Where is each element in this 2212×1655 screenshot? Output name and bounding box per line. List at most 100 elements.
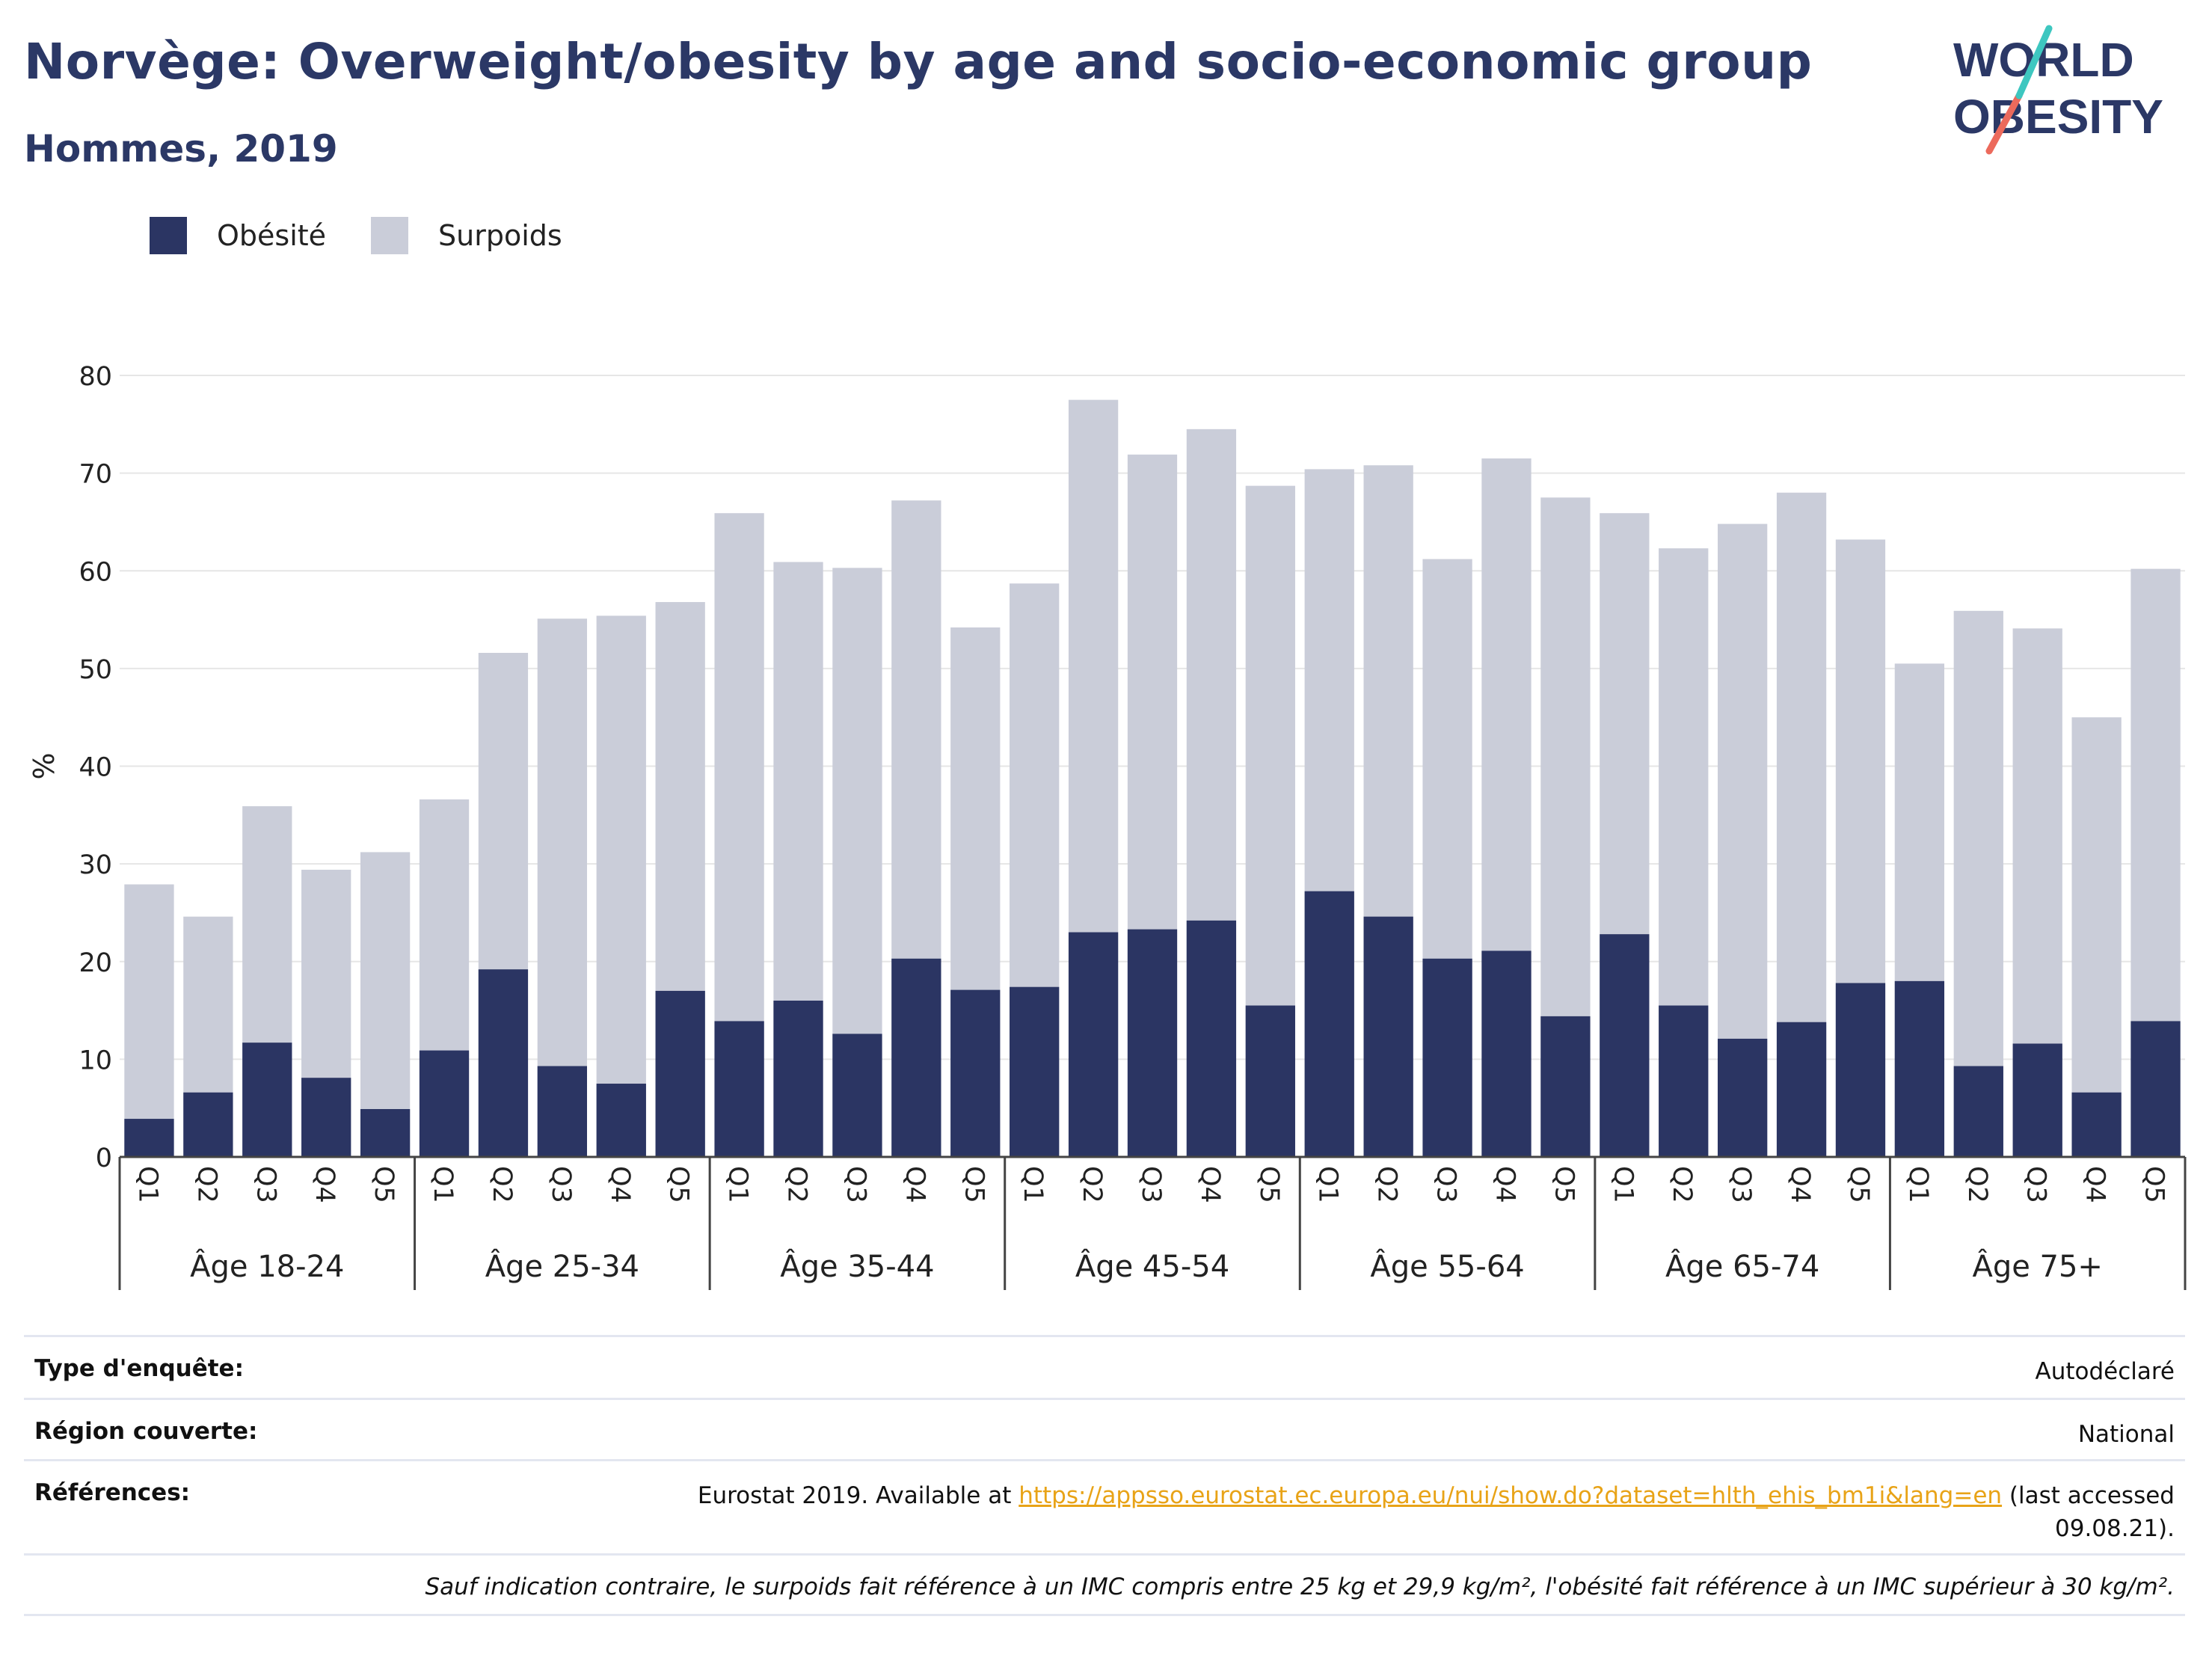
x-tick-label: Q3 xyxy=(251,1166,280,1203)
bar-obesity xyxy=(1304,891,1354,1157)
bar-obesity xyxy=(1835,983,1886,1157)
x-tick-label: Q4 xyxy=(605,1166,635,1203)
age-group-label: Âge 65-74 xyxy=(1665,1248,1819,1284)
legend-item-overweight: Surpoids xyxy=(371,217,562,254)
bar-obesity xyxy=(124,1119,174,1157)
bar-overweight xyxy=(2071,717,2122,1157)
x-tick-label: Q1 xyxy=(1903,1166,1933,1203)
meta-row-survey-type: Type d'enquête: Autodéclaré xyxy=(24,1335,2185,1398)
age-group-label: Âge 25-34 xyxy=(485,1248,639,1284)
x-tick-label: Q3 xyxy=(1431,1166,1461,1203)
bar-obesity xyxy=(1659,1005,1709,1157)
x-tick-label: Q2 xyxy=(1077,1166,1107,1203)
bar-obesity xyxy=(655,990,705,1157)
bar-obesity xyxy=(1422,958,1472,1157)
age-group-label: Âge 45-54 xyxy=(1075,1248,1229,1284)
x-tick-label: Q5 xyxy=(1549,1166,1579,1203)
y-tick-label: 40 xyxy=(79,753,112,783)
y-tick-label: 50 xyxy=(79,655,112,685)
x-tick-label: Q4 xyxy=(900,1166,930,1203)
x-tick-label: Q2 xyxy=(1962,1166,1992,1203)
x-tick-label: Q4 xyxy=(310,1166,340,1203)
y-tick-label: 10 xyxy=(79,1045,112,1075)
y-tick-label: 80 xyxy=(79,362,112,392)
legend-swatch-overweight xyxy=(371,217,409,254)
age-group-label: Âge 18-24 xyxy=(190,1248,344,1284)
legend-item-obesity: Obésité xyxy=(150,217,326,254)
meta-row-note: Sauf indication contraire, le surpoids f… xyxy=(24,1553,2185,1616)
x-tick-label: Q2 xyxy=(1667,1166,1697,1203)
age-group-label: Âge 55-64 xyxy=(1370,1248,1524,1284)
x-tick-label: Q5 xyxy=(369,1166,399,1203)
x-tick-label: Q2 xyxy=(191,1166,221,1203)
x-tick-label: Q1 xyxy=(1313,1166,1343,1203)
bar-obesity xyxy=(537,1066,588,1157)
bar-obesity xyxy=(1953,1066,2003,1157)
y-tick-label: 70 xyxy=(79,460,112,490)
y-tick-label: 20 xyxy=(79,948,112,978)
bar-obesity xyxy=(1245,1005,1295,1157)
x-tick-label: Q3 xyxy=(1136,1166,1166,1203)
page-subtitle: Hommes, 2019 xyxy=(24,127,338,171)
references-date: 09.08.21). xyxy=(2055,1515,2175,1542)
bmi-note: Sauf indication contraire, le surpoids f… xyxy=(425,1573,2175,1600)
x-tick-label: Q5 xyxy=(664,1166,694,1203)
y-tick-label: 60 xyxy=(79,557,112,587)
bar-obesity xyxy=(596,1084,646,1157)
bar-obesity xyxy=(1600,934,1650,1157)
x-tick-label: Q1 xyxy=(428,1166,458,1203)
bar-obesity xyxy=(301,1078,351,1157)
bar-obesity xyxy=(1481,951,1531,1157)
x-tick-label: Q4 xyxy=(1195,1166,1225,1203)
x-tick-label: Q2 xyxy=(782,1166,812,1203)
x-tick-label: Q5 xyxy=(1844,1166,1874,1203)
x-tick-label: Q1 xyxy=(723,1166,753,1203)
bar-obesity xyxy=(1717,1038,1768,1157)
legend-label-overweight: Surpoids xyxy=(438,219,562,252)
references-link[interactable]: https://appsso.eurostat.ec.europa.eu/nui… xyxy=(1019,1482,2003,1509)
bar-obesity xyxy=(950,989,1001,1157)
survey-type-value: Autodéclaré xyxy=(2035,1358,2175,1385)
bar-obesity xyxy=(478,969,529,1157)
legend-swatch-obesity xyxy=(150,217,187,254)
bar-obesity xyxy=(832,1034,882,1157)
legend-label-obesity: Obésité xyxy=(217,219,327,252)
region-label: Région couverte: xyxy=(34,1418,258,1445)
x-tick-label: Q4 xyxy=(1785,1166,1815,1203)
bar-overweight xyxy=(360,852,411,1157)
stacked-bar-chart: 0 10 20 30 40 50 60 70 80% Q1 Q2 Q3 Q4 Q5 Âge 18-24 Q1 Q… xyxy=(28,362,2187,1290)
bar-obesity xyxy=(1540,1016,1591,1157)
bar-obesity xyxy=(419,1050,470,1157)
world-obesity-logo: WORLD OBESITY xyxy=(1953,25,2163,155)
logo-slash-teal xyxy=(2015,25,2053,99)
x-tick-label: Q3 xyxy=(546,1166,576,1203)
bar-obesity xyxy=(2012,1043,2062,1157)
metadata-table: Type d'enquête: Autodéclaré Région couve… xyxy=(24,1335,2185,1616)
x-tick-label: Q3 xyxy=(2021,1166,2051,1203)
age-group-label: Âge 35-44 xyxy=(780,1248,934,1284)
x-tick-label: Q5 xyxy=(959,1166,989,1203)
bar-obesity xyxy=(360,1108,411,1157)
bar-obesity xyxy=(1363,916,1413,1157)
logo-line2: OBESITY xyxy=(1953,90,2163,144)
bar-obesity xyxy=(1068,932,1119,1157)
chart-legend: Obésité Surpoids xyxy=(150,217,607,254)
page-title: Norvège: Overweight/obesity by age and s… xyxy=(24,33,1813,90)
y-tick-label: 0 xyxy=(96,1143,112,1173)
x-tick-label: Q2 xyxy=(487,1166,517,1203)
meta-row-region: Région couverte: National xyxy=(24,1398,2185,1459)
bar-obesity xyxy=(891,958,941,1157)
bar-obesity xyxy=(183,1092,233,1157)
bar-obesity xyxy=(1010,986,1060,1157)
references-suffix: (last accessed xyxy=(2002,1482,2175,1509)
references-label: Références: xyxy=(34,1479,191,1506)
age-group-label: Âge 75+ xyxy=(1972,1248,2103,1284)
bar-obesity xyxy=(1894,980,1945,1157)
bar-obesity xyxy=(242,1043,292,1157)
references-prefix: Eurostat 2019. Available at xyxy=(697,1482,1019,1509)
bar-overweight xyxy=(124,884,174,1157)
bar-obesity xyxy=(714,1021,764,1157)
y-axis-label: % xyxy=(28,752,61,779)
x-tick-label: Q3 xyxy=(841,1166,870,1203)
x-tick-label: Q4 xyxy=(1490,1166,1520,1203)
